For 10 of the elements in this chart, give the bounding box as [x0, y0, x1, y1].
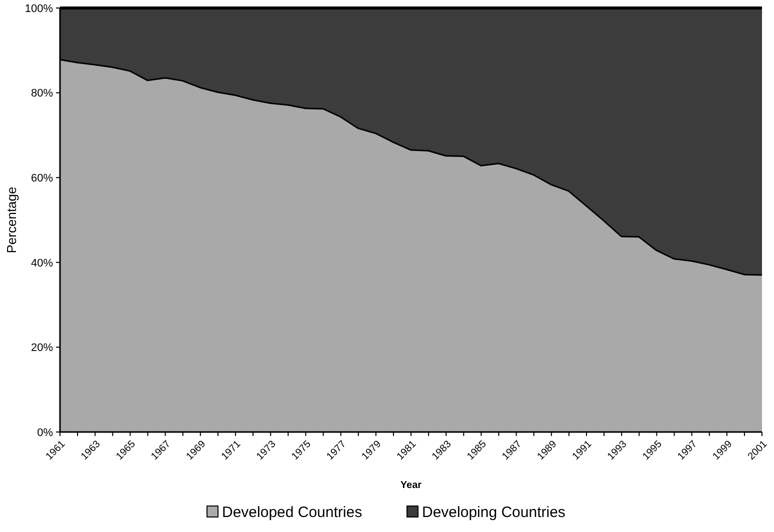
y-tick-label: 40%: [30, 257, 54, 270]
y-tick-label: 100%: [24, 2, 54, 15]
y-tick-label: 60%: [30, 172, 54, 184]
x-axis-title: Year: [400, 480, 422, 491]
y-tick-label: 0%: [37, 426, 54, 439]
legend-label: Developed Countries: [222, 504, 362, 521]
legend-label: Developing Countries: [422, 504, 566, 521]
y-axis-title: Percentage: [4, 186, 19, 254]
y-tick-label: 80%: [30, 88, 54, 100]
y-tick-label: 20%: [30, 342, 54, 354]
